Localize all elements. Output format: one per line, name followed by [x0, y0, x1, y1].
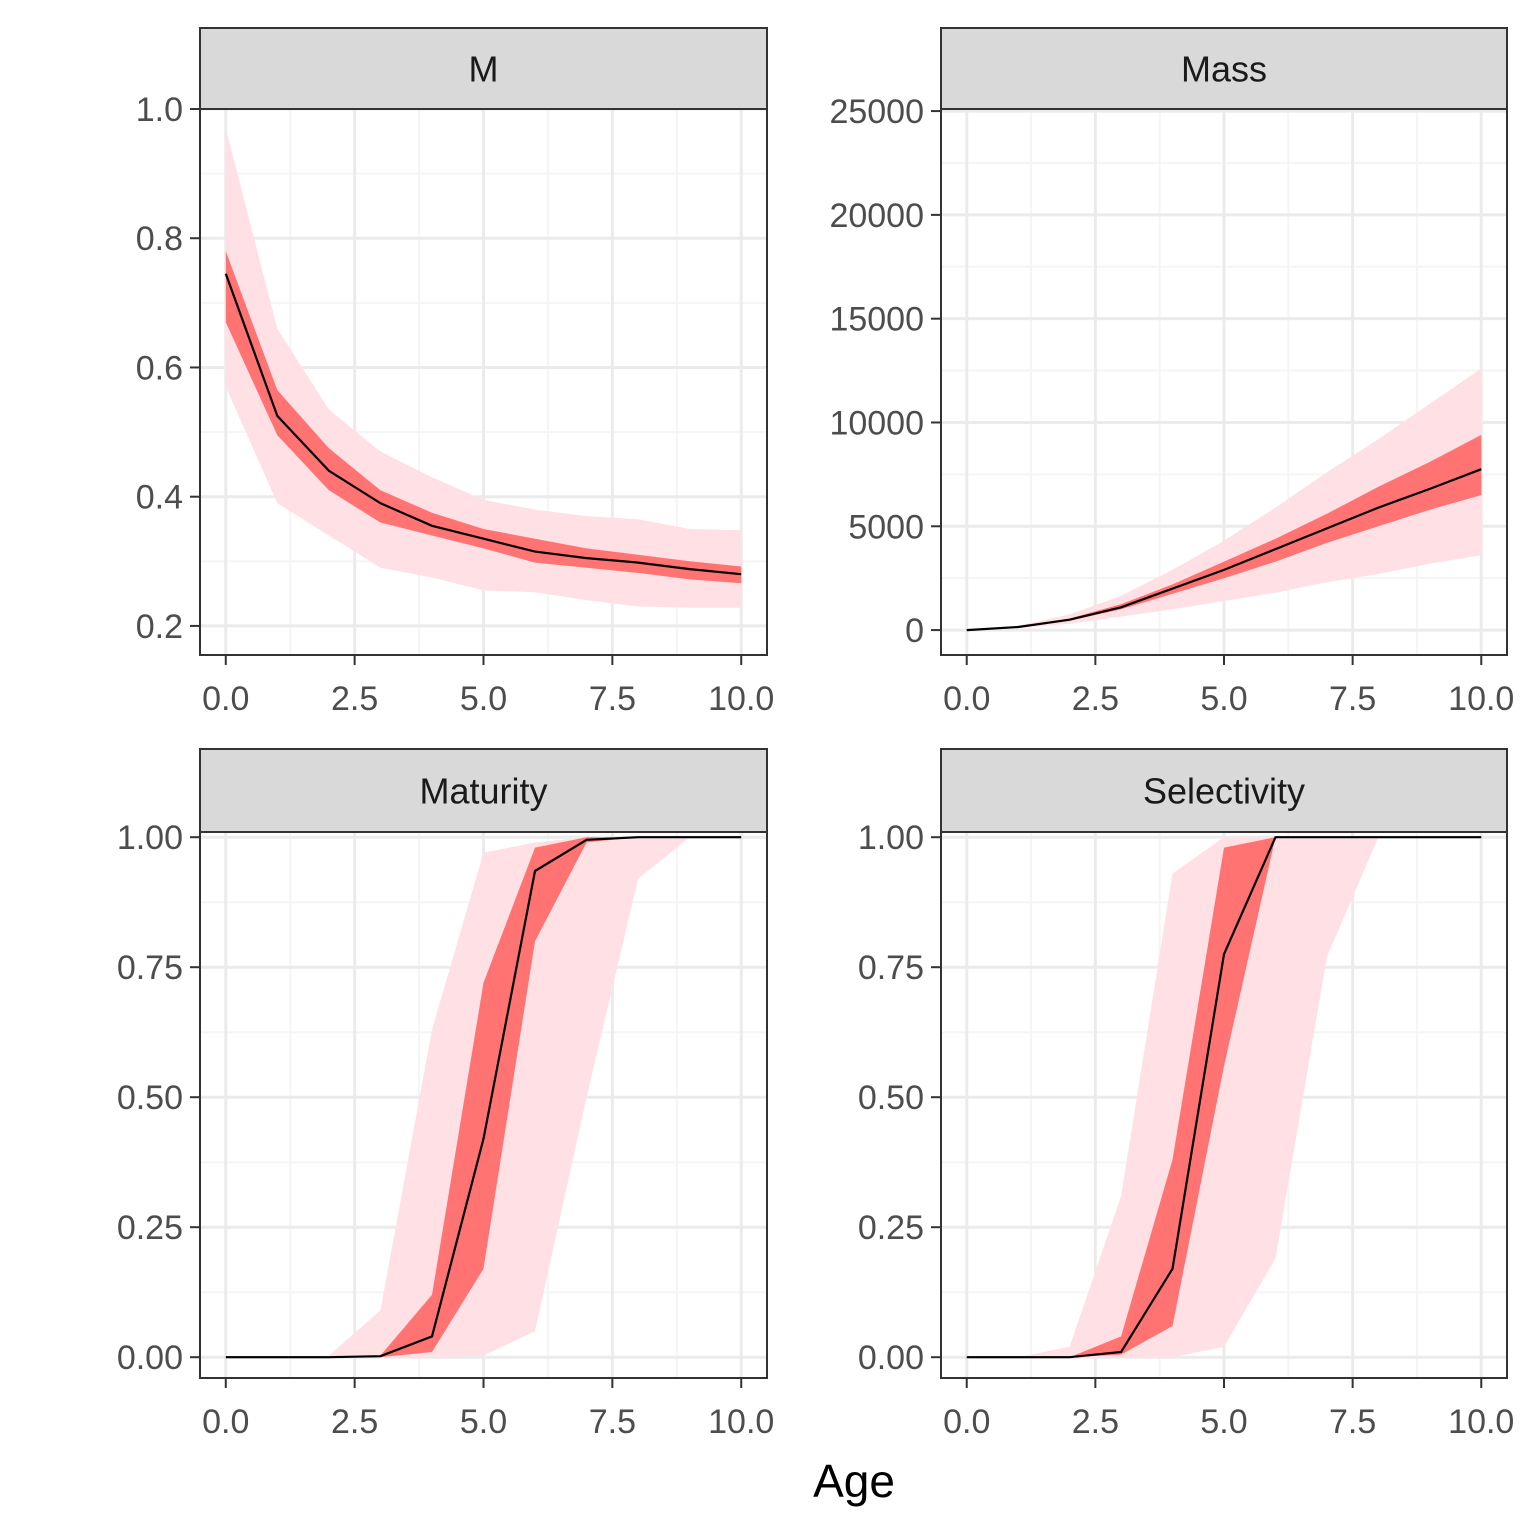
inner-band: [225, 837, 742, 1358]
x-tick-label: 5.0: [460, 1403, 507, 1441]
x-tick-label: 7.5: [1329, 1403, 1376, 1441]
x-tick-label: 5.0: [1200, 1403, 1247, 1441]
outer-band: [966, 368, 1482, 631]
strip-label: M: [469, 49, 499, 90]
x-axis-title: Age: [813, 1455, 895, 1507]
y-tick-label: 0.4: [136, 479, 183, 517]
y-tick-label: 1.00: [858, 819, 924, 857]
strip-label: Mass: [1181, 49, 1267, 90]
y-tick-label: 1.0: [136, 91, 183, 129]
median-line: [966, 836, 1482, 1359]
x-tick-label: 7.5: [589, 680, 636, 718]
y-tick-label: 0.2: [136, 608, 183, 646]
y-tick-label: 15000: [829, 301, 924, 339]
x-tick-label: 10.0: [708, 680, 774, 718]
x-tick-label: 5.0: [1200, 680, 1247, 718]
y-tick-label: 20000: [829, 197, 924, 235]
panel-selectivity: Selectivity 0.0 2.5 5.0 7.5 10.0 0.00 0.25 0.50 0…: [858, 748, 1514, 1441]
inner-band: [225, 251, 742, 584]
median-line: [225, 836, 742, 1359]
y-tick-label: 0.75: [858, 949, 924, 987]
x-tick-label: 7.5: [1329, 680, 1376, 718]
outer-band: [966, 837, 1482, 1358]
y-tick-label: 0.00: [117, 1339, 183, 1377]
x-tick-label: 2.5: [331, 1403, 378, 1441]
median-line: [966, 468, 1482, 632]
strip-background: [199, 27, 768, 110]
x-tick-label: 0.0: [202, 680, 249, 718]
strip-background: [940, 748, 1508, 833]
y-tick-label: 10000: [829, 404, 924, 442]
x-tick-label: 0.0: [943, 1403, 990, 1441]
x-tick-label: 7.5: [589, 1403, 636, 1441]
x-tick-label: 10.0: [708, 1403, 774, 1441]
y-tick-label: 25000: [829, 93, 924, 131]
y-tick-label: 1.00: [117, 819, 183, 857]
y-tick-label: 0.50: [858, 1079, 924, 1117]
x-tick-label: 0.0: [943, 680, 990, 718]
panel-mass: Mass 0.0 2.5 5.0 7.5 10.0 0 5000 10000 15000 20000…: [829, 27, 1514, 718]
x-tick-label: 10.0: [1448, 680, 1514, 718]
x-tick-label: 10.0: [1448, 1403, 1514, 1441]
x-tick-label: 0.0: [202, 1403, 249, 1441]
x-tick-label: 2.5: [1072, 680, 1119, 718]
strip-label: Selectivity: [1143, 771, 1305, 812]
x-tick-label: 2.5: [1072, 1403, 1119, 1441]
y-tick-label: 0.25: [117, 1209, 183, 1247]
strip-label: Maturity: [419, 771, 547, 812]
panel-m: M 0.0 2.5 5.0 7.5 10.0 0.2 0.4 0.6 0.8 1.0: [136, 27, 774, 718]
median-line: [224, 273, 742, 576]
panel-maturity: Maturity 0.0 2.5 5.0 7.5 10.0 0.00 0.25 0.50 0.75…: [117, 748, 774, 1441]
strip-background: [940, 27, 1508, 110]
strip-background: [199, 748, 768, 833]
y-tick-label: 0.6: [136, 349, 183, 387]
y-tick-label: 0.25: [858, 1209, 924, 1247]
inner-band: [966, 837, 1482, 1358]
y-tick-label: 0.75: [117, 949, 183, 987]
y-tick-label: 0.50: [117, 1079, 183, 1117]
y-tick-label: 5000: [848, 508, 924, 546]
y-tick-label: 0.00: [858, 1339, 924, 1377]
y-tick-label: 0.8: [136, 220, 183, 258]
x-tick-label: 5.0: [460, 680, 507, 718]
x-tick-label: 2.5: [331, 680, 378, 718]
y-tick-label: 0: [905, 612, 924, 650]
